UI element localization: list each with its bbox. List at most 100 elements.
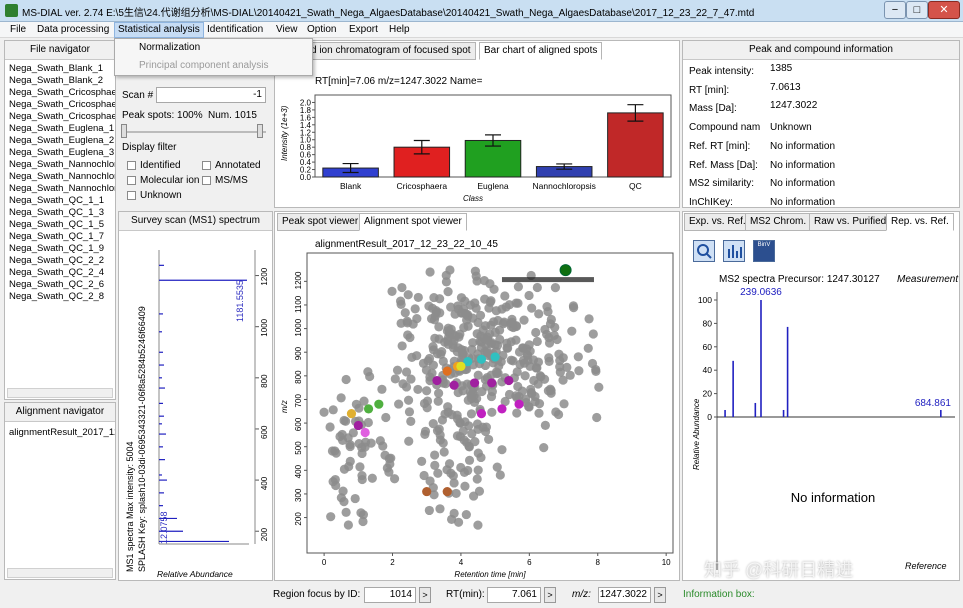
- file-item[interactable]: Nega_Swath_QC_1_7: [9, 231, 105, 242]
- file-item[interactable]: Nega_Swath_Nannochloropsis_2: [9, 171, 115, 182]
- magnify-spectrum-icon[interactable]: [693, 240, 715, 262]
- num-label: Num. 1015: [208, 110, 257, 121]
- ms2-ylabel: Relative Abundance: [692, 398, 701, 470]
- file-item[interactable]: Nega_Swath_QC_1_9: [9, 243, 105, 254]
- tab-rep-vs-ref[interactable]: Rep. vs. Ref.: [886, 213, 954, 231]
- menu-help[interactable]: Help: [389, 24, 410, 35]
- minimize-button[interactable]: −: [884, 1, 906, 19]
- close-button[interactable]: ✕: [928, 1, 960, 19]
- molecular-ion-checkbox[interactable]: [127, 176, 136, 185]
- info-value: No information: [770, 196, 836, 208]
- menu-option[interactable]: Option: [307, 24, 337, 35]
- file-item[interactable]: Nega_Swath_Euglena_3: [9, 147, 115, 158]
- mz-input[interactable]: 1247.3022: [598, 587, 651, 603]
- file-item[interactable]: Nega_Swath_Euglena_1: [9, 123, 115, 134]
- spot: [430, 460, 440, 470]
- mz-go-button[interactable]: >: [654, 587, 666, 603]
- file-item[interactable]: Nega_Swath_Cricosphaera_1: [9, 87, 115, 98]
- menu-file[interactable]: File: [10, 24, 27, 35]
- spot: [473, 465, 483, 475]
- annotated-spot: [463, 357, 473, 367]
- region-focus-go-button[interactable]: >: [419, 587, 431, 603]
- spot: [404, 436, 414, 446]
- tab-ms2-chrom[interactable]: MS2 Chrom.: [745, 213, 812, 231]
- alignment-list-scrollbar[interactable]: [7, 568, 113, 578]
- region-focus-input[interactable]: 1014: [364, 587, 416, 603]
- spot: [472, 474, 482, 484]
- bar-category-label: Nannochloropsis: [533, 181, 596, 191]
- menu-identification[interactable]: Identification: [207, 24, 264, 35]
- slider-handle-left[interactable]: [121, 124, 127, 138]
- msms-checkbox[interactable]: [202, 176, 211, 185]
- alignment-item[interactable]: alignmentResult_2017_12_23_22_10_45: [9, 427, 115, 438]
- tab-raw-vs-purified[interactable]: Raw vs. Purified: [809, 213, 892, 231]
- spot: [449, 508, 459, 518]
- file-item[interactable]: Nega_Swath_QC_1_5: [9, 219, 105, 230]
- ms2-measurement: Measurement: [897, 274, 959, 285]
- annotated-spot: [346, 409, 357, 419]
- binv-icon-label: BinV: [757, 242, 771, 248]
- file-item[interactable]: Nega_Swath_QC_2_2: [9, 255, 105, 266]
- ms2-ytick-label: 80: [703, 318, 713, 328]
- scan-input[interactable]: -1: [156, 87, 266, 103]
- rt-input[interactable]: 7.061: [487, 587, 541, 603]
- peak-info-title: Peak and compound information: [683, 41, 959, 60]
- tab-ion-chromatogram[interactable]: d ion chromatogram of focused spot: [307, 42, 476, 60]
- tab-alignment-spot-viewer[interactable]: Alignment spot viewer: [359, 213, 467, 231]
- spot: [543, 306, 553, 317]
- tab-peak-spot-viewer[interactable]: Peak spot viewer: [277, 213, 364, 231]
- file-item[interactable]: Nega_Swath_Cricosphaera_3: [9, 111, 115, 122]
- spot: [529, 375, 539, 386]
- scatter-plot[interactable]: alignmentResult_2017_12_23_22_10_45 0 2 4 6 8…: [275, 233, 679, 580]
- spot: [512, 367, 522, 377]
- menu-view[interactable]: View: [276, 24, 298, 35]
- binv-icon[interactable]: BinV: [753, 240, 775, 262]
- file-item[interactable]: Nega_Swath_Cricosphaera_2: [9, 99, 115, 110]
- file-item[interactable]: Nega_Swath_Blank_1: [9, 63, 104, 74]
- file-item[interactable]: Nega_Swath_Euglena_2: [9, 135, 115, 146]
- spot: [475, 310, 486, 320]
- peak-spots-slider[interactable]: [122, 131, 266, 133]
- spot: [480, 426, 491, 437]
- annotated-spot: [363, 404, 374, 414]
- tab-bar-chart[interactable]: Bar chart of aligned spots: [479, 42, 603, 60]
- spot: [540, 324, 550, 335]
- menu-export[interactable]: Export: [349, 24, 378, 35]
- spot: [468, 338, 478, 348]
- menu-pca[interactable]: Principal component analysis: [139, 60, 269, 71]
- spectrum-bars-icon[interactable]: [723, 240, 745, 262]
- spot: [389, 474, 400, 484]
- maximize-button[interactable]: □: [906, 1, 928, 19]
- file-list-scrollbar[interactable]: [7, 388, 113, 398]
- spot: [527, 389, 537, 399]
- file-item[interactable]: Nega_Swath_Blank_2: [9, 75, 104, 86]
- spot: [544, 353, 554, 363]
- file-item[interactable]: Nega_Swath_Nannochloropsis_3: [9, 183, 115, 194]
- scatter-xtick-label: 8: [596, 558, 601, 567]
- spot: [331, 448, 341, 458]
- app-icon: [5, 4, 18, 17]
- spot: [358, 516, 368, 527]
- scan-label: Scan #: [122, 90, 154, 101]
- annotated-checkbox[interactable]: [202, 161, 211, 170]
- bar-ytick-label: 1.6: [300, 113, 312, 122]
- file-item[interactable]: Nega_Swath_Nannochloropsis_1: [9, 159, 115, 170]
- file-item[interactable]: Nega_Swath_QC_2_8: [9, 291, 105, 302]
- spot: [546, 388, 556, 398]
- menu-data-processing[interactable]: Data processing: [37, 24, 110, 35]
- spot: [350, 493, 360, 504]
- identified-checkbox[interactable]: [127, 161, 136, 170]
- rt-go-button[interactable]: >: [544, 587, 556, 603]
- file-item[interactable]: Nega_Swath_QC_1_1: [9, 195, 105, 206]
- file-item[interactable]: Nega_Swath_QC_1_3: [9, 207, 105, 218]
- unknown-checkbox[interactable]: [127, 191, 136, 200]
- slider-handle-right[interactable]: [257, 124, 263, 138]
- spot: [453, 301, 463, 311]
- menu-normalization[interactable]: Normalization: [139, 42, 201, 53]
- annotated-spot: [487, 378, 497, 388]
- menu-statistical-analysis[interactable]: Statistical analysis: [114, 22, 204, 38]
- spot: [583, 343, 593, 353]
- tab-exp-vs-ref[interactable]: Exp. vs. Ref.: [684, 213, 751, 231]
- file-item[interactable]: Nega_Swath_QC_2_6: [9, 279, 105, 290]
- file-item[interactable]: Nega_Swath_QC_2_4: [9, 267, 105, 278]
